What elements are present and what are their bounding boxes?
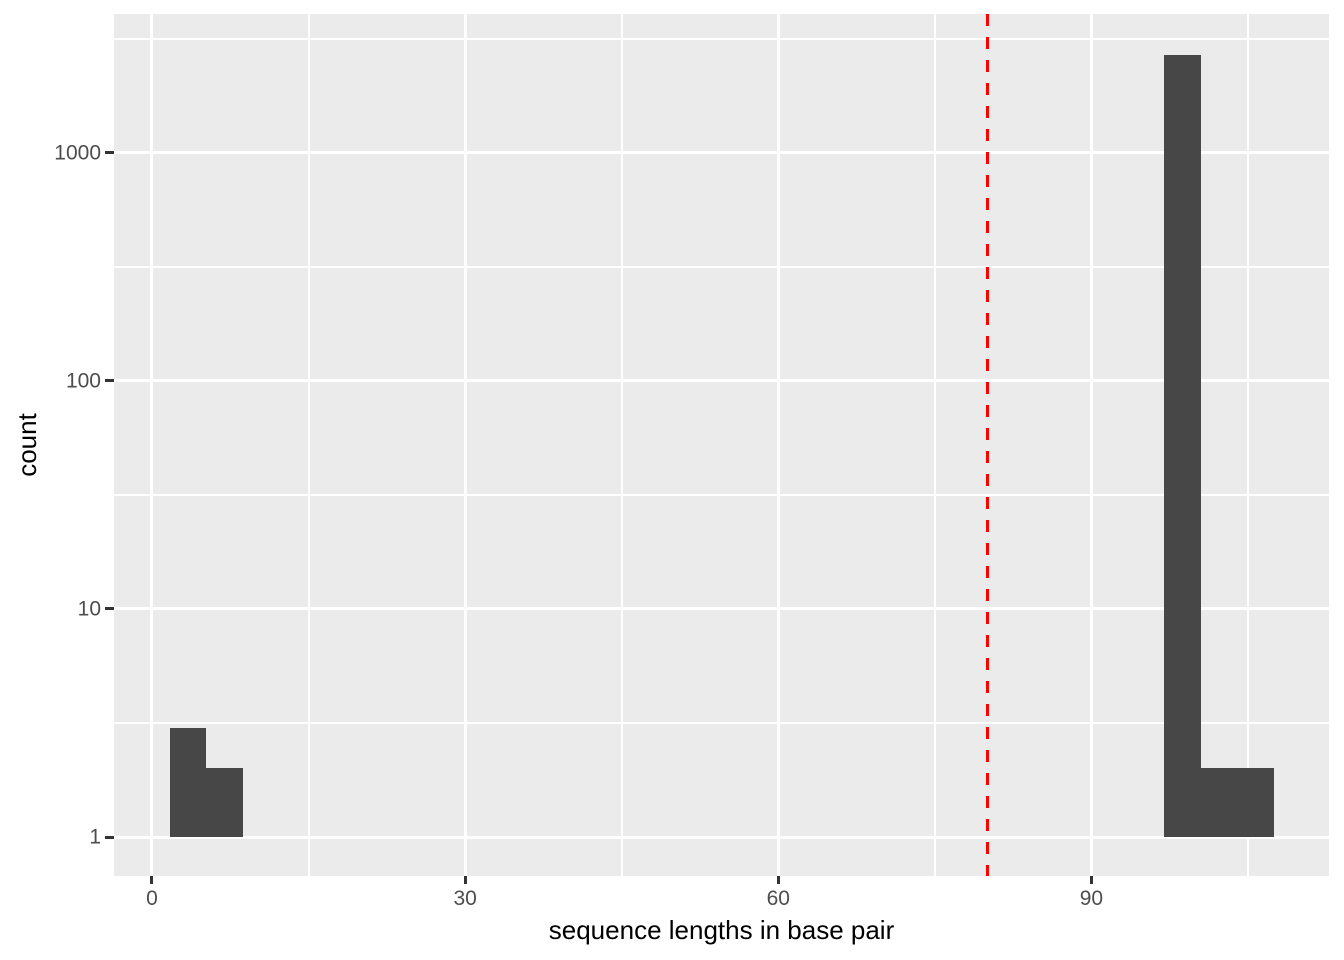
gridline-major-vertical [463,14,467,876]
gridline-minor-horizontal [114,265,1329,268]
gridline-major-horizontal [114,151,1329,155]
y-axis-tick-mark [105,835,114,839]
gridline-major-vertical [776,14,780,876]
gridline-major-horizontal [114,835,1329,839]
histogram-bar [1164,54,1202,837]
x-axis-tick-mark [463,876,467,884]
x-axis-title: sequence lengths in base pair [548,915,895,945]
y-axis-title: count [12,413,42,477]
gridline-minor-vertical [307,14,310,876]
y-axis-tick-mark [105,151,114,155]
gridline-minor-horizontal [114,722,1329,725]
gridline-minor-horizontal [114,37,1329,40]
x-axis-tick-label: 30 [453,887,477,910]
gridline-major-vertical [1089,14,1093,876]
gridline-major-horizontal [114,379,1329,383]
y-axis-tick-mark [105,379,114,383]
x-axis-tick-mark [1089,876,1093,884]
histogram-bar [206,768,243,837]
y-axis-tick-label: 1000 [54,141,101,165]
gridline-minor-vertical [1247,14,1249,876]
gridline-minor-vertical [933,14,936,876]
histogram-bar [169,728,207,837]
x-axis-tick-label: 0 [146,887,158,910]
x-axis-tick-mark [150,876,154,884]
x-axis-tick-mark [776,876,780,884]
y-axis-tick-label: 10 [77,597,101,621]
histogram-bar [1201,768,1275,837]
x-axis-tick-label: 90 [1079,887,1104,910]
gridline-minor-horizontal [114,494,1329,496]
gridline-major-vertical [150,14,154,876]
reference-dashed-line [985,14,989,876]
x-axis-tick-label: 60 [766,887,790,910]
y-axis-tick-mark [105,607,114,611]
y-axis-tick-label: 100 [65,369,101,393]
gridline-major-horizontal [114,607,1329,611]
gridline-minor-vertical [620,14,623,876]
y-axis-tick-label: 1 [89,825,101,849]
plot-panel [114,14,1329,876]
